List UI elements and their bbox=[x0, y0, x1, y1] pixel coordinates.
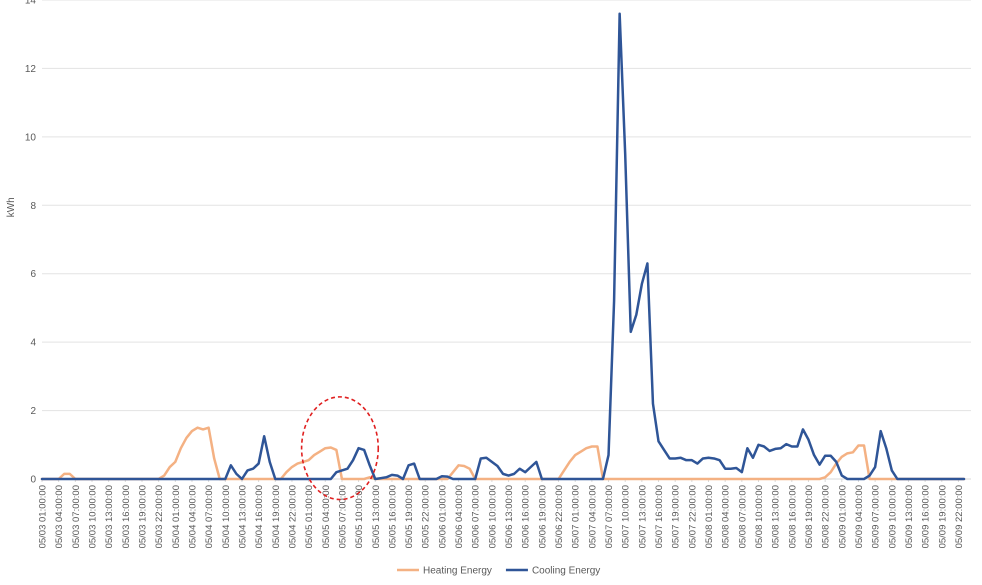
x-tick-label: 05/04 01:00:00 bbox=[171, 485, 182, 548]
x-tick-label: 05/05 13:00:00 bbox=[371, 485, 382, 548]
x-tick-label: 05/05 22:00:00 bbox=[421, 485, 432, 548]
x-tick-label: 05/05 07:00:00 bbox=[337, 485, 348, 548]
series-line-cooling-energy bbox=[40, 12, 966, 481]
x-tick-label: 05/09 04:00:00 bbox=[854, 485, 865, 548]
x-tick-label: 05/09 16:00:00 bbox=[921, 485, 932, 548]
series-line-heating-energy bbox=[40, 426, 966, 481]
x-tick-label: 05/05 19:00:00 bbox=[404, 485, 415, 548]
y-tick-label: 4 bbox=[30, 338, 36, 349]
x-tick-label: 05/08 10:00:00 bbox=[754, 485, 765, 548]
x-tick-label: 05/05 01:00:00 bbox=[304, 485, 315, 548]
x-tick-label: 05/09 22:00:00 bbox=[954, 485, 965, 548]
x-tick-label: 05/09 19:00:00 bbox=[937, 485, 948, 548]
x-tick-label: 05/08 07:00:00 bbox=[737, 485, 748, 548]
x-tick-label: 05/03 19:00:00 bbox=[137, 485, 148, 548]
x-tick-label: 05/06 07:00:00 bbox=[471, 485, 482, 548]
x-tick-label: 05/09 10:00:00 bbox=[887, 485, 898, 548]
x-tick-label: 05/07 19:00:00 bbox=[671, 485, 682, 548]
x-tick-label: 05/03 16:00:00 bbox=[121, 485, 132, 548]
gridlines bbox=[42, 0, 971, 412]
x-tick-label: 05/07 22:00:00 bbox=[687, 485, 698, 548]
x-tick-label: 05/05 04:00:00 bbox=[321, 485, 332, 548]
x-axis-ticks: 05/03 01:00:00 05/03 04:00:00 05/03 07:00:… bbox=[38, 479, 965, 548]
x-tick-label: 05/07 13:00:00 bbox=[637, 485, 648, 548]
x-tick-label: 05/06 19:00:00 bbox=[537, 485, 548, 548]
y-tick-label: 10 bbox=[25, 132, 37, 143]
x-tick-label: 05/07 07:00:00 bbox=[604, 485, 615, 548]
x-tick-label: 05/05 16:00:00 bbox=[387, 485, 398, 548]
y-tick-label: 6 bbox=[30, 269, 36, 280]
x-tick-label: 05/04 07:00:00 bbox=[204, 485, 215, 548]
x-tick-label: 05/09 01:00:00 bbox=[837, 485, 848, 548]
x-tick-label: 05/08 22:00:00 bbox=[821, 485, 832, 548]
x-tick-label: 05/07 04:00:00 bbox=[587, 485, 598, 548]
y-tick-label: 12 bbox=[25, 64, 37, 75]
x-tick-label: 05/06 13:00:00 bbox=[504, 485, 515, 548]
x-tick-label: 05/03 04:00:00 bbox=[54, 485, 65, 548]
x-tick-label: 05/08 16:00:00 bbox=[787, 485, 798, 548]
x-tick-label: 05/04 04:00:00 bbox=[187, 485, 198, 548]
x-tick-label: 05/06 10:00:00 bbox=[487, 485, 498, 548]
x-tick-label: 05/04 22:00:00 bbox=[287, 485, 298, 548]
y-tick-label: 0 bbox=[30, 475, 36, 486]
x-tick-label: 05/06 22:00:00 bbox=[554, 485, 565, 548]
y-tick-label: 2 bbox=[30, 406, 36, 417]
x-tick-label: 05/06 01:00:00 bbox=[437, 485, 448, 548]
x-tick-label: 05/03 13:00:00 bbox=[104, 485, 115, 548]
x-tick-label: 05/06 16:00:00 bbox=[521, 485, 532, 548]
x-tick-label: 05/06 04:00:00 bbox=[454, 485, 465, 548]
legend-label-heating-energy: Heating Energy bbox=[423, 566, 492, 577]
x-tick-label: 05/08 01:00:00 bbox=[704, 485, 715, 548]
x-tick-label: 05/08 04:00:00 bbox=[721, 485, 732, 548]
y-axis-title: kWh bbox=[6, 197, 17, 217]
y-tick-label: 8 bbox=[30, 201, 36, 212]
annotation-ellipse bbox=[300, 396, 380, 501]
x-tick-label: 05/04 16:00:00 bbox=[254, 485, 265, 548]
legend-label-cooling-energy: Cooling Energy bbox=[532, 566, 600, 577]
x-tick-label: 05/04 13:00:00 bbox=[237, 485, 248, 548]
x-tick-label: 05/03 07:00:00 bbox=[71, 485, 82, 548]
x-tick-label: 05/09 07:00:00 bbox=[871, 485, 882, 548]
x-tick-label: 05/04 10:00:00 bbox=[221, 485, 232, 548]
x-tick-label: 05/03 01:00:00 bbox=[38, 485, 49, 548]
annotations bbox=[300, 396, 380, 501]
x-tick-label: 05/03 22:00:00 bbox=[154, 485, 165, 548]
x-tick-label: 05/09 13:00:00 bbox=[904, 485, 915, 548]
x-tick-label: 05/08 13:00:00 bbox=[771, 485, 782, 548]
x-tick-label: 05/03 10:00:00 bbox=[87, 485, 98, 548]
x-tick-label: 05/07 10:00:00 bbox=[621, 485, 632, 548]
x-tick-label: 05/04 19:00:00 bbox=[271, 485, 282, 548]
legend: Heating Energy Cooling Energy bbox=[397, 566, 600, 577]
x-tick-label: 05/07 16:00:00 bbox=[654, 485, 665, 548]
y-axis-ticks: 0 2 4 6 8 10 12 14 bbox=[25, 0, 37, 486]
y-tick-label: 14 bbox=[25, 0, 37, 7]
x-tick-label: 05/08 19:00:00 bbox=[804, 485, 815, 548]
series-lines bbox=[40, 12, 966, 481]
x-tick-label: 05/05 10:00:00 bbox=[354, 485, 365, 548]
x-tick-label: 05/07 01:00:00 bbox=[571, 485, 582, 548]
